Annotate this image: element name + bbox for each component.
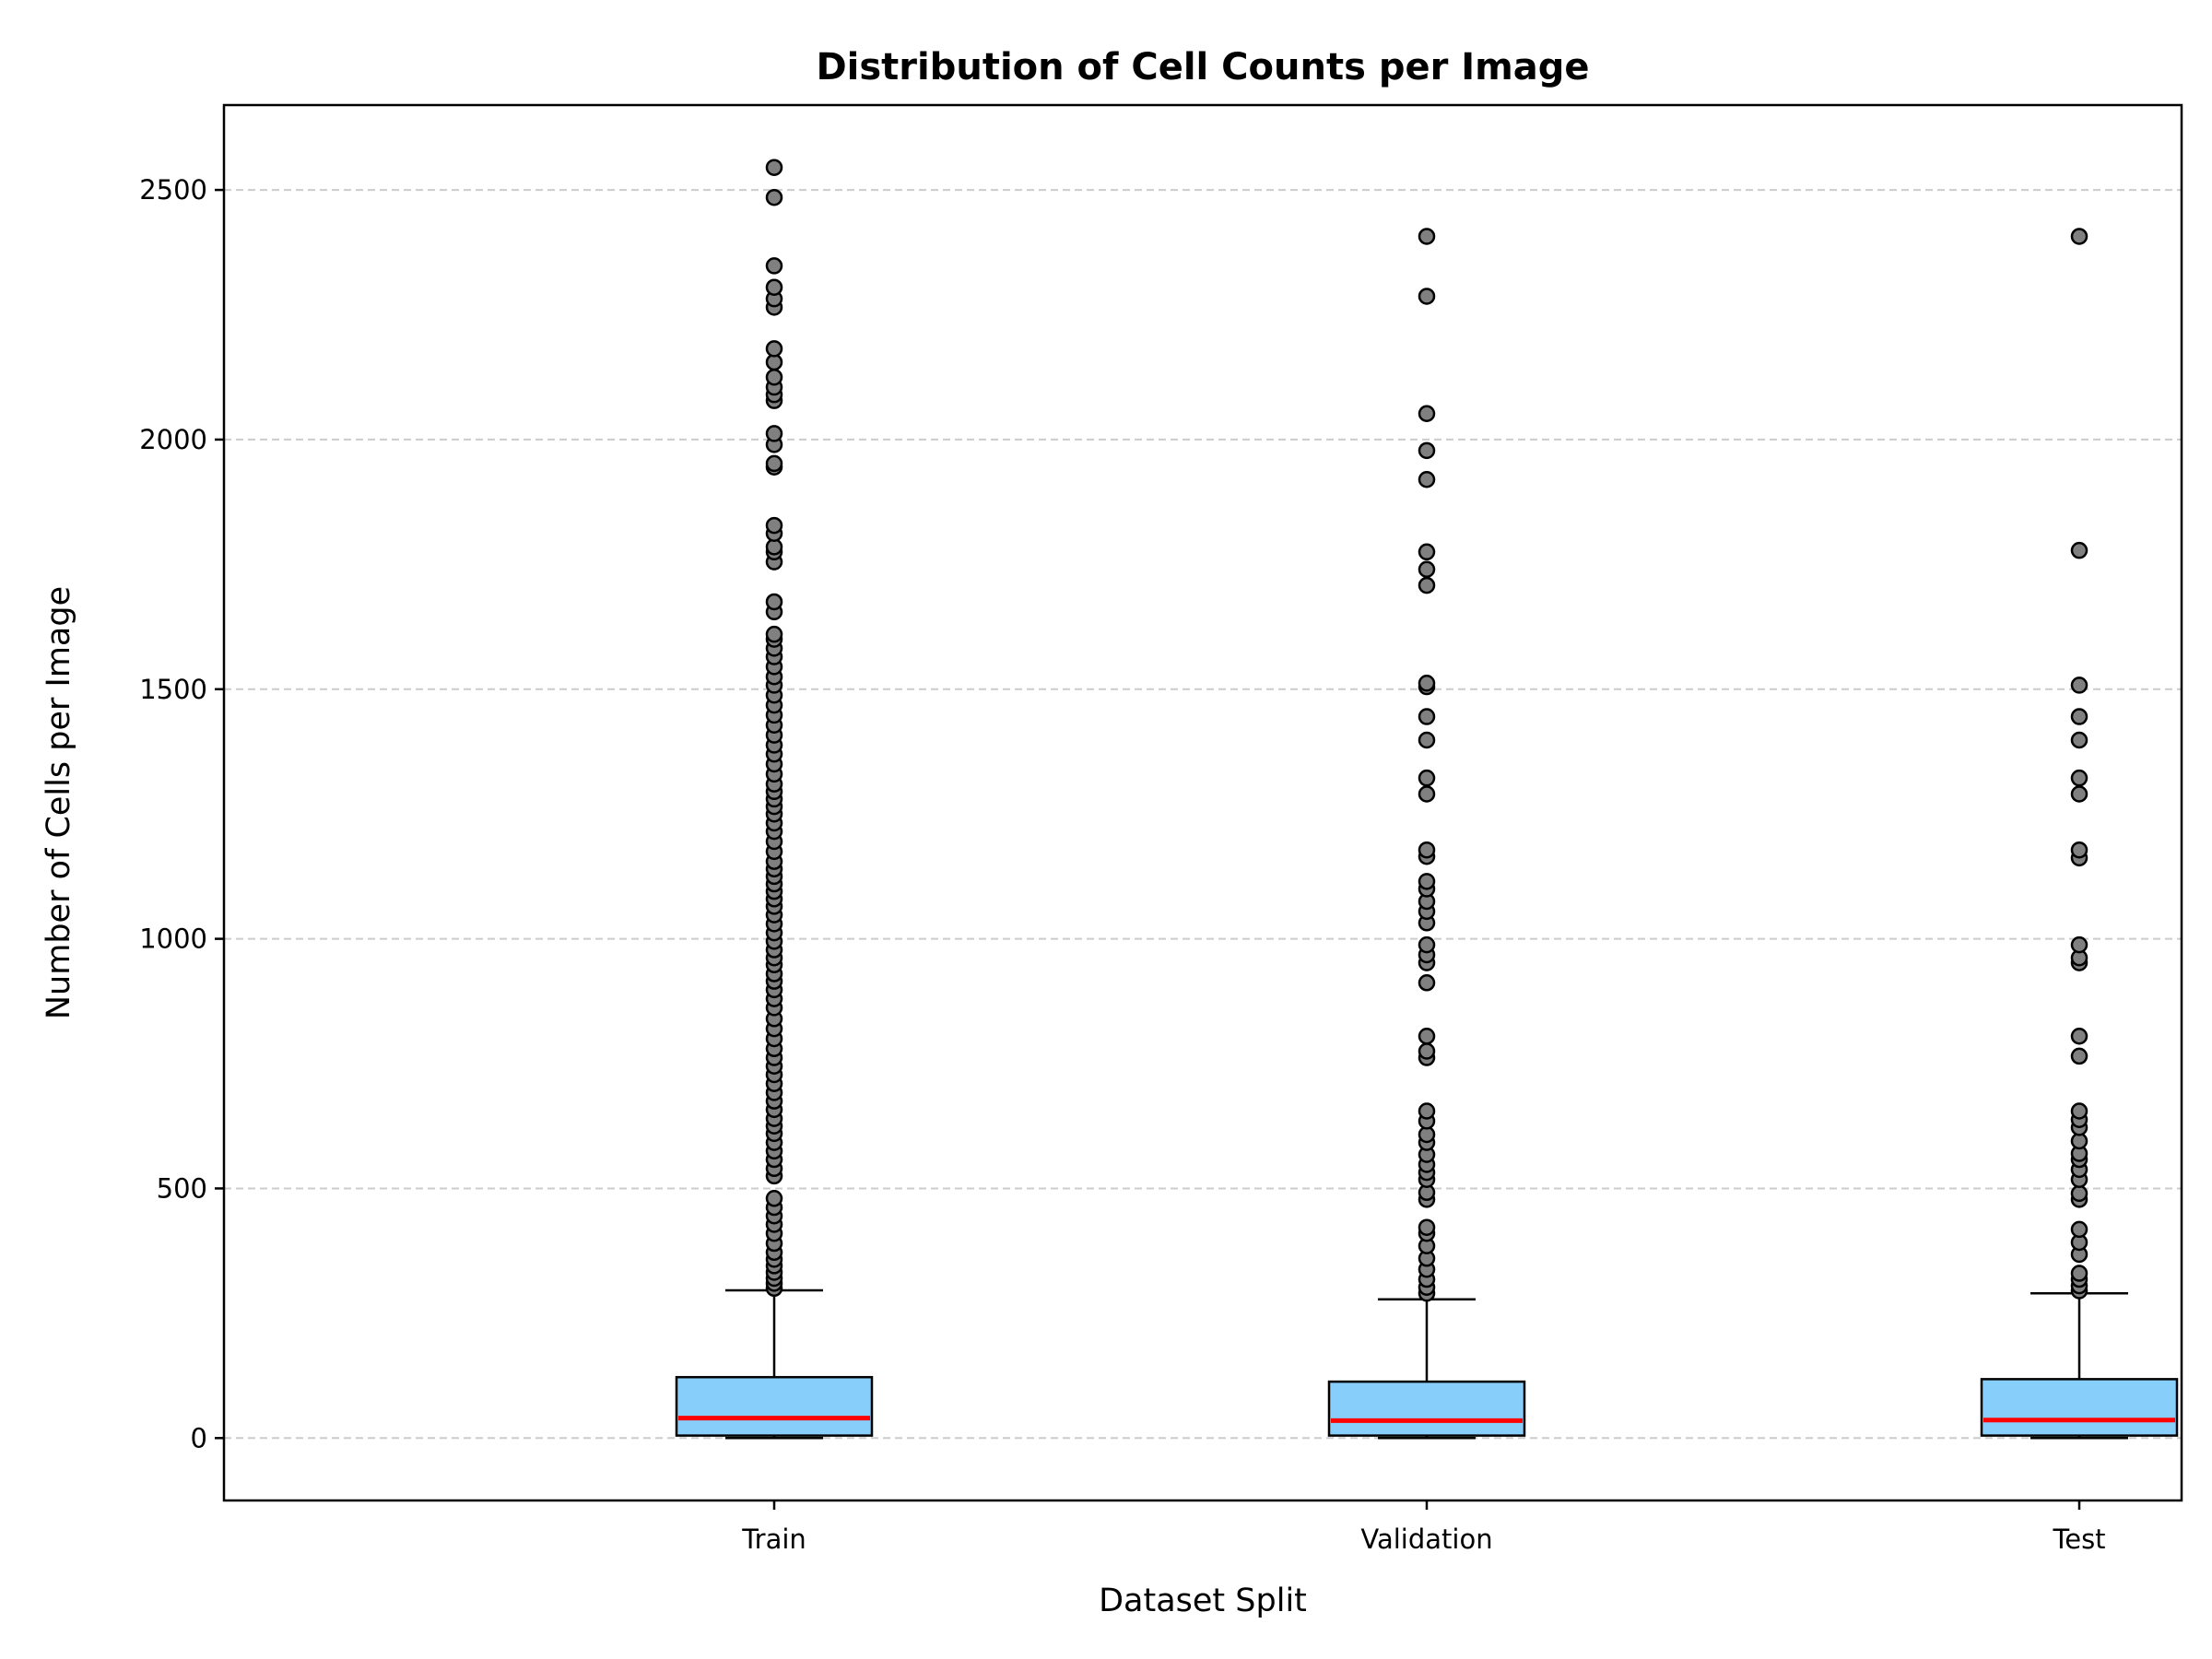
outlier-point [765, 516, 783, 535]
outlier-point [765, 188, 783, 206]
outlier-point [2070, 1027, 2088, 1045]
outlier-point [1418, 1042, 1436, 1060]
outlier-point [765, 278, 783, 296]
box-group-test [1980, 228, 2179, 1440]
x-tick-label: Train [741, 1524, 806, 1555]
y-tick-label: 0 [191, 1422, 207, 1453]
outlier-point [2070, 841, 2088, 859]
y-tick-label: 1000 [139, 924, 207, 955]
iqr-box [675, 1375, 874, 1437]
outlier-point [1418, 543, 1436, 561]
outlier-point [1418, 288, 1436, 305]
outlier-point [1418, 471, 1436, 488]
iqr-box [1327, 1380, 1526, 1437]
outlier-point [1418, 675, 1436, 692]
outlier-point [765, 340, 783, 358]
x-tick-label: Test [2052, 1524, 2105, 1555]
outlier-point [1418, 405, 1436, 423]
y-tick-label: 2500 [139, 174, 207, 206]
iqr-box [1980, 1378, 2179, 1437]
outlier-point [2070, 1102, 2088, 1120]
outlier-point [2070, 731, 2088, 749]
outlier-point [2070, 935, 2088, 954]
y-tick-label: 1500 [139, 674, 207, 705]
outlier-point [1418, 228, 1436, 245]
outlier-point [765, 159, 783, 176]
x-tick-label: Validation [1360, 1524, 1492, 1555]
outlier-point [1418, 974, 1436, 992]
chart-title: Distribution of Cell Counts per Image [816, 46, 1589, 88]
outlier-point [1418, 560, 1436, 579]
outlier-point [2070, 1047, 2088, 1065]
outlier-point [1418, 841, 1436, 859]
plot-frame [222, 103, 2183, 1502]
outlier-point [1418, 873, 1436, 890]
outlier-point [765, 425, 783, 442]
outlier-point [1418, 935, 1436, 954]
outlier-point [1418, 576, 1436, 594]
outlier-point [2070, 228, 2088, 245]
outlier-point [2070, 708, 2088, 725]
outlier-point [765, 1190, 783, 1207]
x-axis-label: Dataset Split [1099, 1583, 1307, 1619]
outlier-point [765, 625, 783, 643]
outlier-point [1418, 769, 1436, 787]
outlier-point [1418, 1218, 1436, 1236]
outlier-point [1418, 785, 1436, 803]
outlier-point [765, 593, 783, 611]
box-group-validation [1327, 228, 1526, 1440]
outlier-point [765, 257, 783, 275]
outlier-point [1418, 708, 1436, 725]
y-axis-label: Number of Cells per Image [41, 586, 77, 1019]
outlier-point [2070, 1265, 2088, 1282]
y-tick-label: 500 [157, 1172, 207, 1204]
outlier-point [2070, 769, 2088, 787]
outlier-point [2070, 541, 2088, 559]
y-gridlines [224, 189, 2182, 1440]
outlier-point [765, 454, 783, 473]
outlier-point [2070, 677, 2088, 694]
outlier-point [2070, 1220, 2088, 1239]
outlier-point [2070, 785, 2088, 803]
outlier-point [2070, 1184, 2088, 1203]
box-series [675, 159, 2179, 1440]
axis-ticks: 0 500 1000 1500 2000 2500 Train Validation Test [139, 174, 2105, 1555]
outlier-point [1418, 441, 1436, 460]
outlier-point [1418, 1102, 1436, 1120]
outlier-point [1418, 731, 1436, 749]
box-group-train [675, 159, 874, 1440]
outlier-point [765, 368, 783, 386]
y-tick-label: 2000 [139, 424, 207, 455]
outlier-point [1418, 1027, 1436, 1045]
